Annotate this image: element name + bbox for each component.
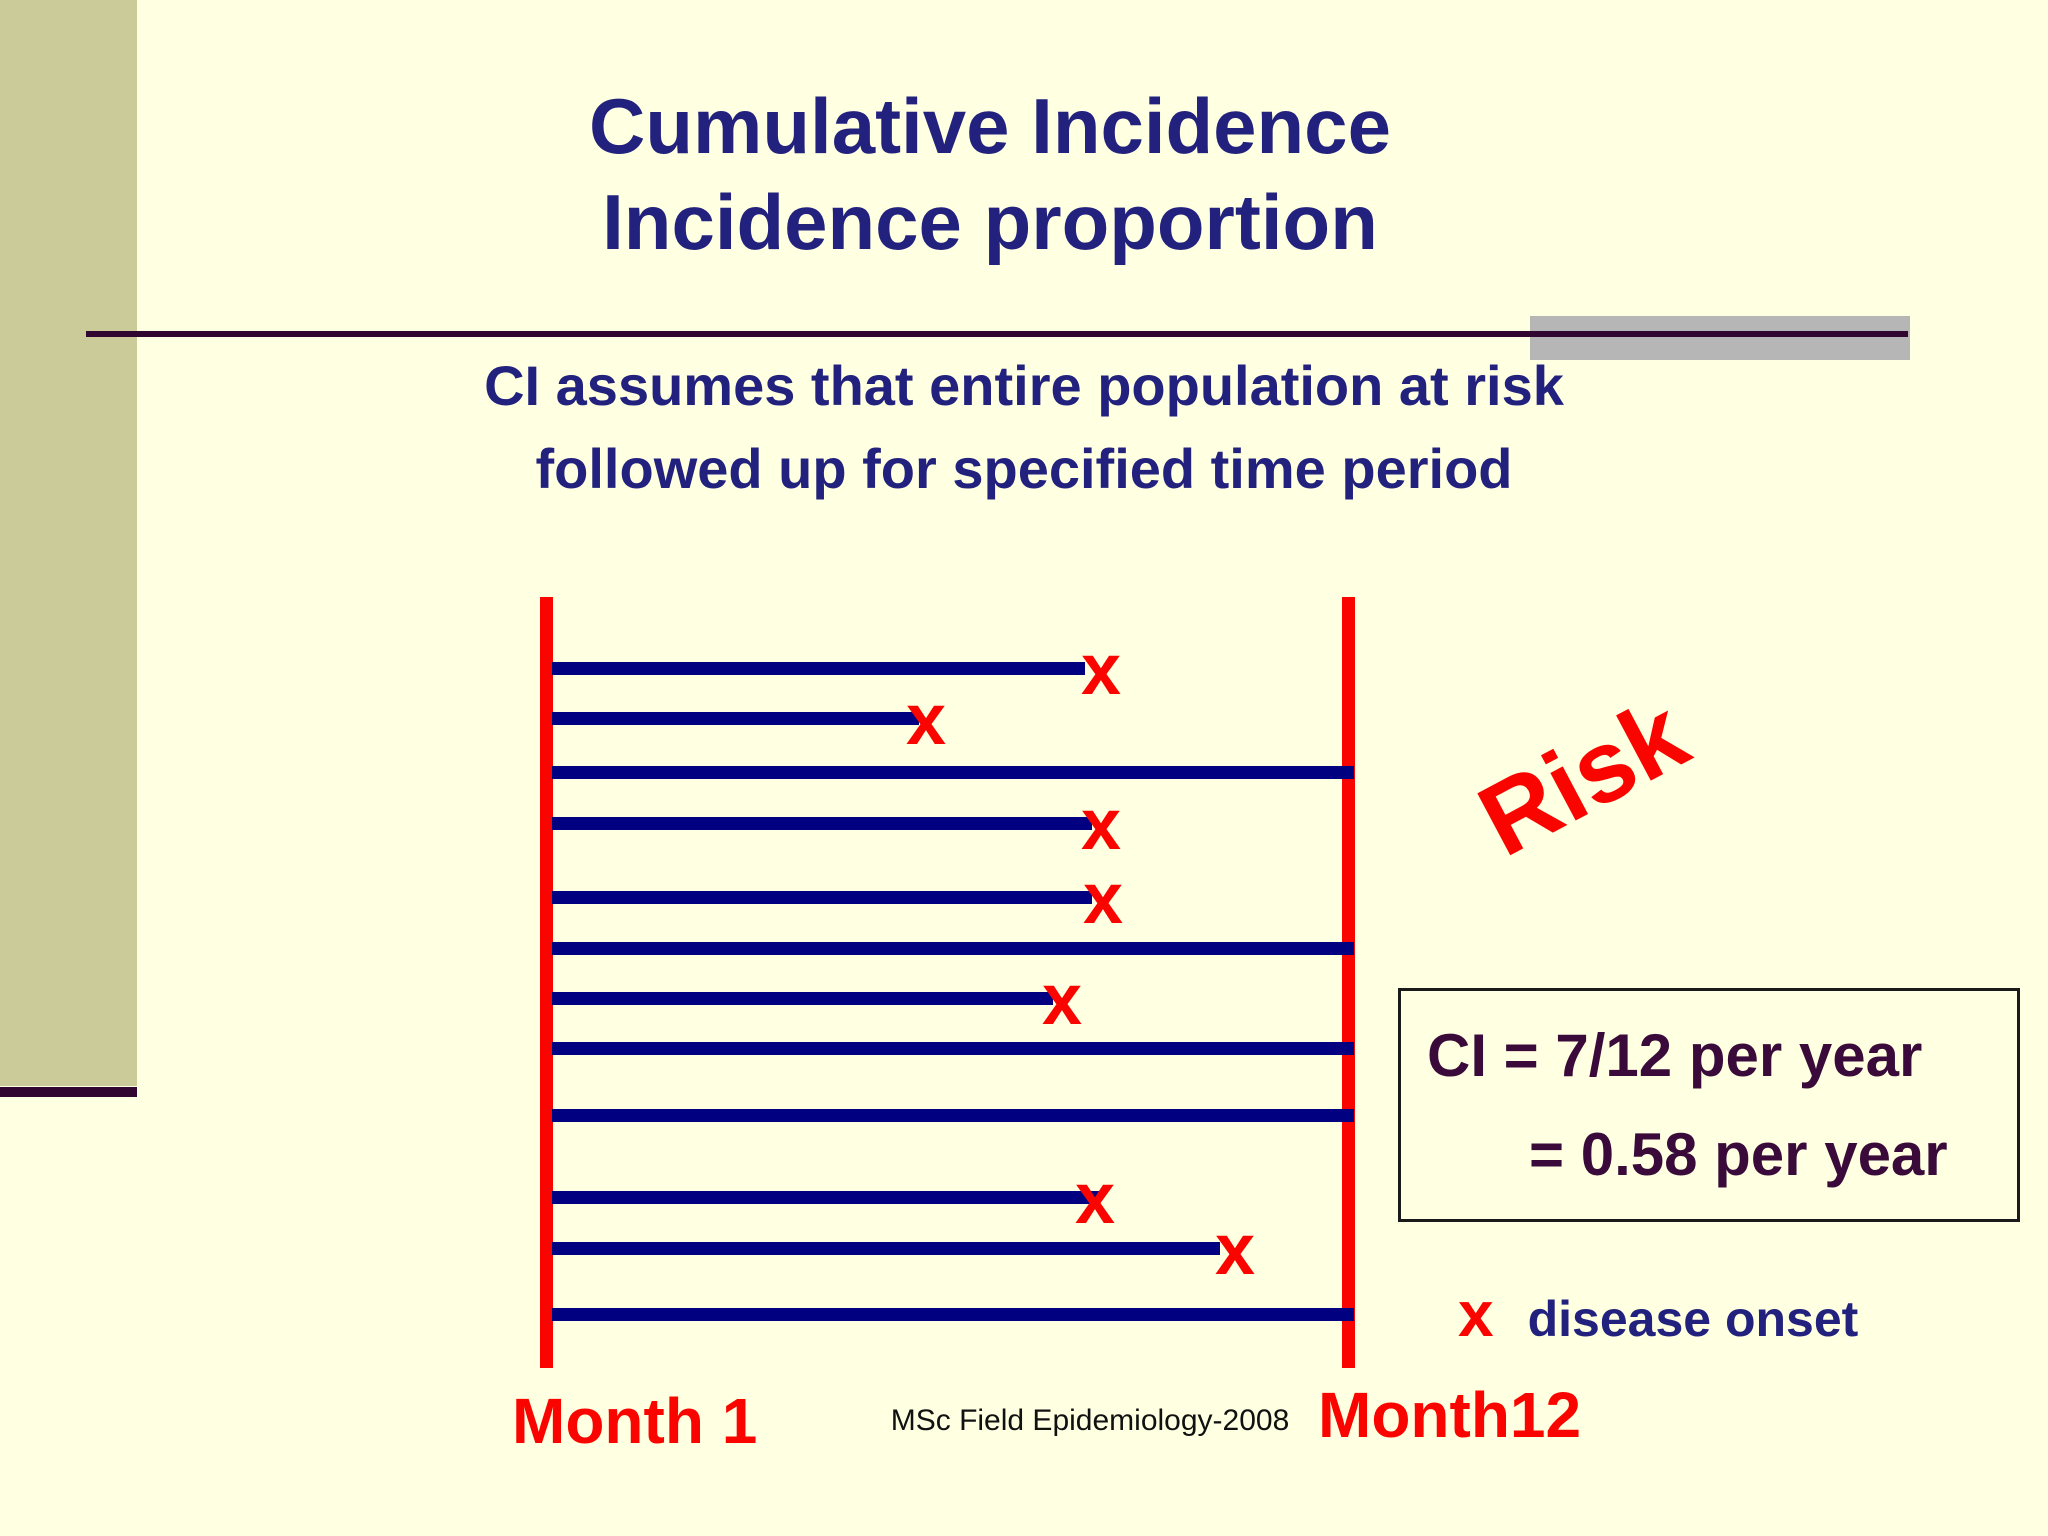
disease-onset-x: x [1082, 859, 1124, 939]
followup-line [552, 1308, 1354, 1321]
disease-onset-x: x [1041, 960, 1083, 1040]
slide-title: Cumulative Incidence Incidence proportio… [0, 78, 1980, 270]
risk-label: Risk [1460, 675, 1705, 878]
ci-line-1: CI = 7/12 per year [1427, 1022, 1923, 1089]
disease-onset-x: x [1080, 785, 1122, 865]
month-start-label: Month 1 [512, 1385, 758, 1457]
title-line-1: Cumulative Incidence [589, 82, 1391, 170]
legend-label: disease onset [1527, 1291, 1859, 1347]
disease-onset-x: x [905, 680, 947, 760]
month-end-axis [1342, 597, 1355, 1368]
title-line-2: Incidence proportion [602, 178, 1378, 266]
followup-line [552, 766, 1354, 779]
month-start-axis [540, 597, 553, 1368]
ci-line-2: = 0.58 per year [1529, 1121, 1948, 1188]
month-end-label: Month12 [1318, 1379, 1582, 1451]
ci-result-box: CI = 7/12 per year = 0.58 per year [1398, 988, 2020, 1222]
followup-line [552, 1109, 1354, 1122]
followup-line [552, 1191, 1100, 1204]
accent-bar-underline [0, 1087, 137, 1097]
subtitle-line-2: followed up for specified time period [535, 437, 1513, 500]
subtitle-line-1: CI assumes that entire population at ris… [484, 354, 1564, 417]
disease-onset-x: x [1074, 1159, 1116, 1239]
followup-line [552, 1242, 1220, 1255]
subtitle: CI assumes that entire population at ris… [4, 344, 2044, 510]
legend-x-symbol: x [1458, 1278, 1494, 1350]
followup-line [552, 662, 1085, 675]
followup-line [552, 712, 919, 725]
title-underline [86, 331, 1908, 337]
followup-line [552, 1042, 1354, 1055]
title-underline-highlight [1530, 316, 1910, 360]
followup-line [552, 817, 1092, 830]
footer-credit: MSc Field Epidemiology-2008 [890, 1404, 1290, 1437]
followup-line [552, 891, 1092, 904]
disease-onset-x: x [1214, 1210, 1256, 1290]
left-accent-bar [0, 0, 137, 1086]
followup-line [552, 992, 1053, 1005]
legend: x disease onset [1458, 1282, 1858, 1346]
followup-line [552, 942, 1354, 955]
disease-onset-x: x [1080, 630, 1122, 710]
